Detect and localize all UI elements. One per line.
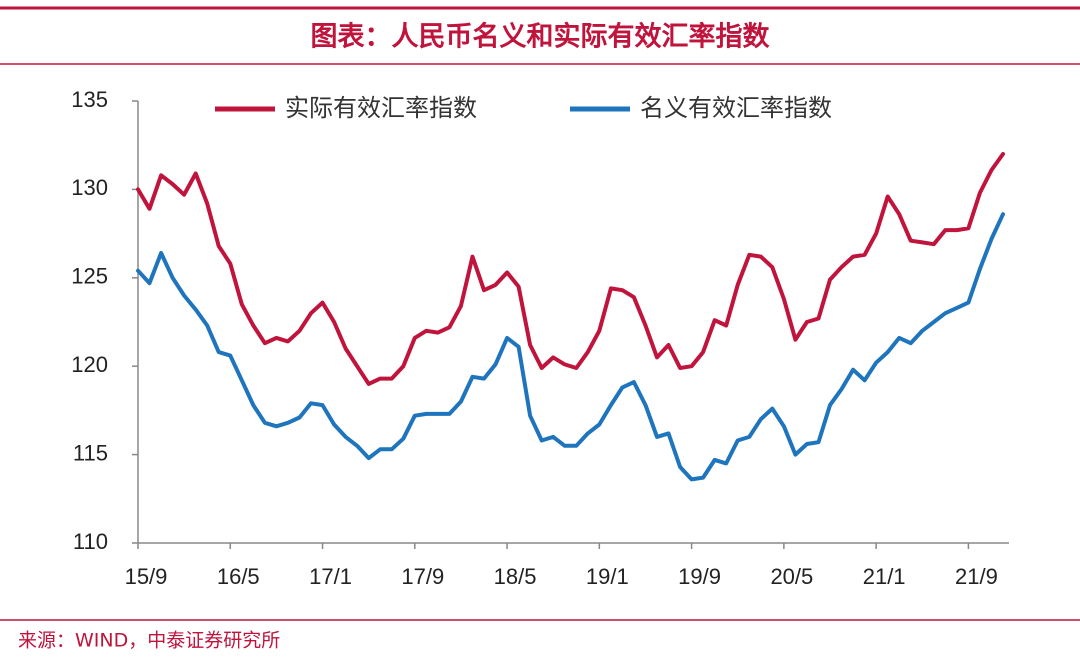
x-tick-label: 21/1 [863,564,906,589]
x-tick-label: 17/9 [401,564,444,589]
y-tick-label: 130 [71,175,108,200]
x-tick-label: 20/5 [770,564,813,589]
chart-title: 图表：人民币名义和实际有效汇率指数 [311,21,771,53]
y-tick-label: 135 [71,87,108,112]
x-tick-label: 18/5 [494,564,537,589]
x-tick-label: 19/9 [678,564,721,589]
series-line [136,152,1005,386]
legend-label: 名义有效汇率指数 [640,94,832,122]
y-tick-label: 110 [73,529,108,554]
y-tick-label: 115 [73,440,108,465]
x-tick-label: 17/1 [309,564,352,589]
x-tick-label: 15/9 [125,564,168,589]
x-tick-label: 16/5 [217,564,260,589]
legend-label: 实际有效汇率指数 [285,94,477,122]
x-tick-label: 19/1 [586,564,629,589]
x-tick-label: 21/9 [955,564,998,589]
y-tick-label: 125 [71,264,108,289]
source: 来源：WIND，中泰证券研究所 [18,630,280,652]
y-tick-label: 120 [71,352,108,377]
series-line [136,212,1005,482]
